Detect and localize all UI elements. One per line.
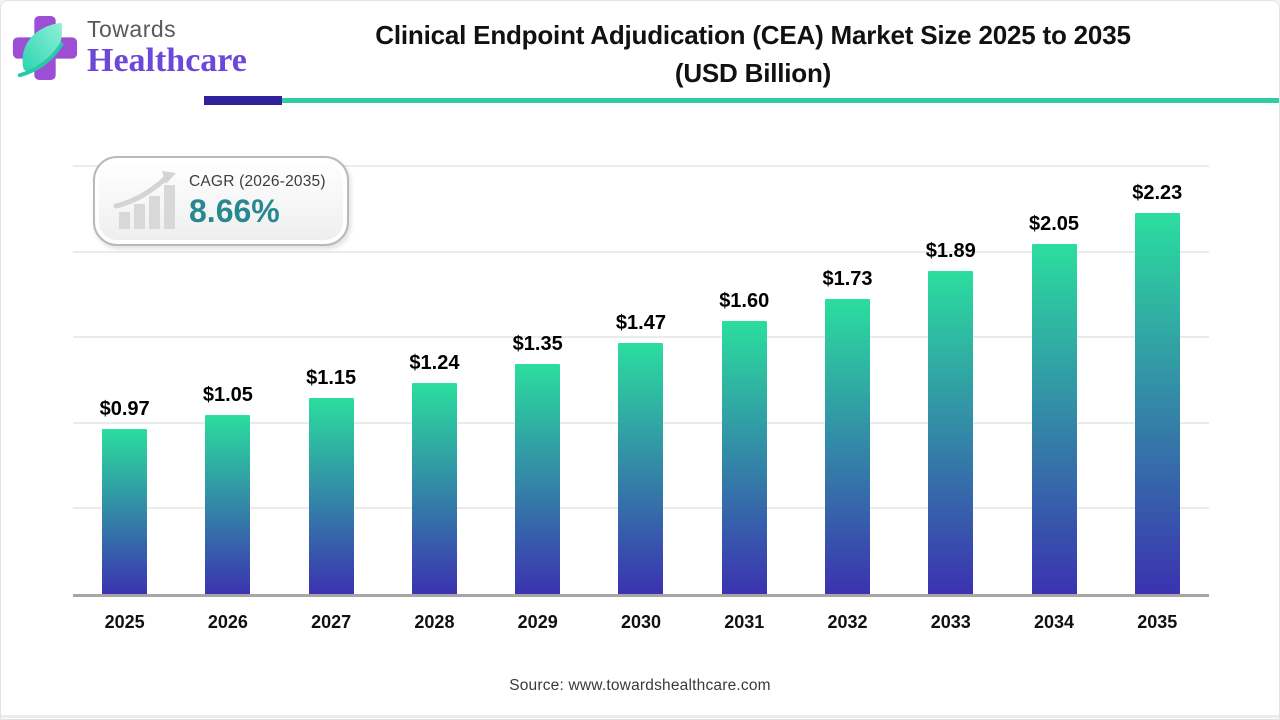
brand-wordmark: Towards Healthcare [87,18,247,78]
x-tick-2034: 2034 [1034,612,1075,632]
x-tick-2031: 2031 [724,612,765,632]
value-label-2026: $1.05 [202,384,253,407]
x-axis-line [73,594,1209,597]
bar-column-2034: $2.05 [1002,167,1105,595]
gridline-1.5 [73,336,1209,339]
bar-column-2030: $1.47 [589,167,692,595]
x-tick-2028: 2028 [414,612,455,632]
bar-2035 [1134,213,1180,595]
bar-2027 [308,398,354,595]
plot-area: $0.97 $1.05 $1.15 $1.24 $1.35 $1.47 $1.60 $1.73… [73,165,1209,595]
towards-healthcare-logo: Towards Healthcare [11,13,247,83]
gridline-2.5 [73,165,1209,167]
value-label-2035: $2.23 [1132,182,1183,205]
bar-column-2031: $1.60 [693,167,796,595]
value-label-2025: $0.97 [99,397,150,420]
cagr-badge-text: CAGR (2026-2035) 8.66% [189,173,326,230]
bar-2025 [102,428,148,595]
bar-2032 [824,298,870,595]
page-title: Clinical Endpoint Adjudication (CEA) Mar… [297,16,1209,92]
value-label-2034: $2.05 [1028,213,1080,236]
value-label-2031: $1.60 [719,290,770,313]
x-tick-2025: 2025 [104,612,145,632]
bar-column-2026: $1.05 [176,167,279,595]
x-tick-2032: 2032 [827,612,868,632]
source-text: Source: www.towardshealthcare.com [509,677,771,694]
x-tick-2029: 2029 [517,612,558,632]
page-title-line1: Clinical Endpoint Adjudication (CEA) Mar… [375,20,1131,50]
bar-2034 [1031,244,1077,595]
bar-column-2029: $1.35 [486,167,589,595]
value-label-2029: $1.35 [512,332,563,355]
bar-2030 [618,343,664,595]
brand-cross-leaf-icon [12,15,78,81]
x-tick-2033: 2033 [930,612,971,632]
cagr-badge: CAGR (2026-2035) 8.66% [93,156,349,246]
brand-name-towards: Towards [87,16,177,42]
bar-2028 [411,382,457,595]
page-title-line2: (USD Billion) [674,58,832,88]
bar-2033 [928,271,974,595]
bottom-edge-divider [1,715,1279,718]
cagr-label: CAGR (2026-2035) [189,172,326,190]
brand-name-healthcare: Healthcare [87,42,247,79]
bar-chart-trend-icon [113,171,176,229]
gridline-2.0 [73,250,1209,253]
cagr-value: 8.66% [189,192,280,229]
x-axis-labels: 2025 2026 2027 2028 2029 2030 2031 2032 2033 2034… [73,612,1209,633]
x-tick-2030: 2030 [620,612,661,632]
value-label-2030: $1.47 [615,312,666,335]
bar-2026 [205,415,251,595]
bar-2029 [515,363,561,595]
bar-column-2028: $1.24 [383,167,486,595]
header-divider-purple [204,96,282,105]
value-label-2028: $1.24 [409,351,460,374]
value-label-2032: $1.73 [822,267,873,290]
bar-column-2025: $0.97 [73,167,176,595]
x-tick-2026: 2026 [207,612,248,632]
bar-column-2032: $1.73 [796,167,899,595]
value-label-2027: $1.15 [306,367,357,390]
header-divider-teal [282,98,1279,103]
bar-column-2033: $1.89 [899,167,1002,595]
value-label-2033: $1.89 [925,240,976,263]
bar-column-2027: $1.15 [280,167,383,595]
x-tick-2035: 2035 [1137,612,1178,632]
bar-column-2035: $2.23 [1106,167,1209,595]
x-tick-2027: 2027 [311,612,352,632]
bar-2031 [721,321,767,595]
